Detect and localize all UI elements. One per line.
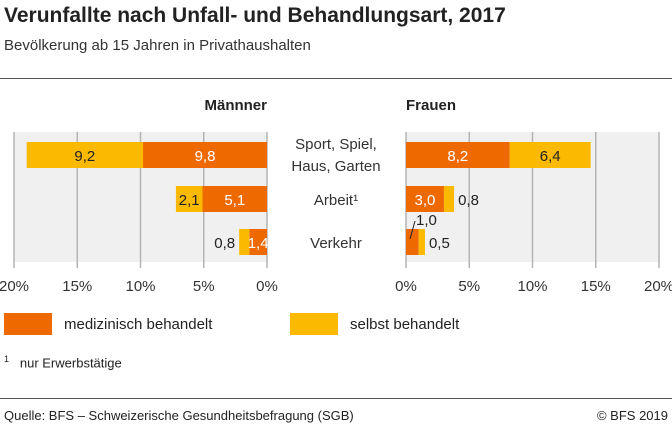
label-leader [409,220,416,240]
chart: Männner 0% 5% 10% 15% 20% 9,8 9,2 5,1 2,1 1,4 0,8 Fr… [0,97,672,295]
tick-label: 10% [517,278,547,295]
data-label: 1,0 [416,212,437,229]
data-label: 2,1 [179,192,200,209]
bar-selbst [175,186,203,212]
data-label: 0,8 [458,192,479,209]
legend-item-medizinisch: medizinisch behandelt [4,313,212,335]
data-label: 9,2 [74,148,95,165]
data-label: 0,5 [429,235,450,252]
tick-label: 15% [62,278,92,295]
bar-medizinisch [143,142,267,168]
tick-label: 0% [256,278,278,295]
category-label: Sport, Spiel, [295,136,377,153]
bar-selbst [239,229,250,255]
bar-medizinisch [406,142,510,168]
data-label: 6,4 [540,148,561,165]
divider [0,398,672,399]
legend-swatch [290,313,338,335]
data-label: 5,1 [224,192,245,209]
bar-selbst [443,186,455,212]
tick-label: 5% [458,278,480,295]
category-label: Arbeit¹ [314,192,358,209]
bar-medizinisch [406,229,419,255]
bar-medizinisch [249,229,267,255]
tick-label: 10% [125,278,155,295]
chart-subtitle: Bevölkerung ab 15 Jahren in Privathausha… [4,37,311,54]
tick-label: 20% [644,278,672,295]
bar-medizinisch [202,186,267,212]
panel-title: Männner [204,97,267,114]
panel-title: Frauen [406,97,456,114]
legend-label: medizinisch behandelt [64,315,213,333]
bar-selbst [26,142,144,168]
category-label: Haus, Garten [291,158,380,175]
tick-label: 15% [581,278,611,295]
data-label: 1,4 [248,235,269,252]
tick-label: 5% [193,278,215,295]
legend-swatch [4,313,52,335]
bar-selbst [509,142,591,168]
tick-label: 0% [395,278,417,295]
chart-title: Verunfallte nach Unfall- und Behandlungs… [4,4,506,27]
data-label: 9,8 [195,148,216,165]
bar-medizinisch [406,186,444,212]
data-label: 8,2 [447,148,468,165]
bar-selbst [418,229,425,255]
category-label: Verkehr [310,235,362,252]
copyright: © BFS 2019 [596,408,668,423]
legend-item-selbst: selbst behandelt [290,313,459,335]
footnote: 1 nur Erwerbstätige [4,354,122,371]
legend-label: selbst behandelt [350,315,460,333]
data-label: 3,0 [415,192,436,209]
source: Quelle: BFS – Schweizerische Gesundheits… [4,408,354,423]
data-label: 0,8 [214,235,235,252]
divider [0,78,672,79]
tick-label: 20% [0,278,29,295]
